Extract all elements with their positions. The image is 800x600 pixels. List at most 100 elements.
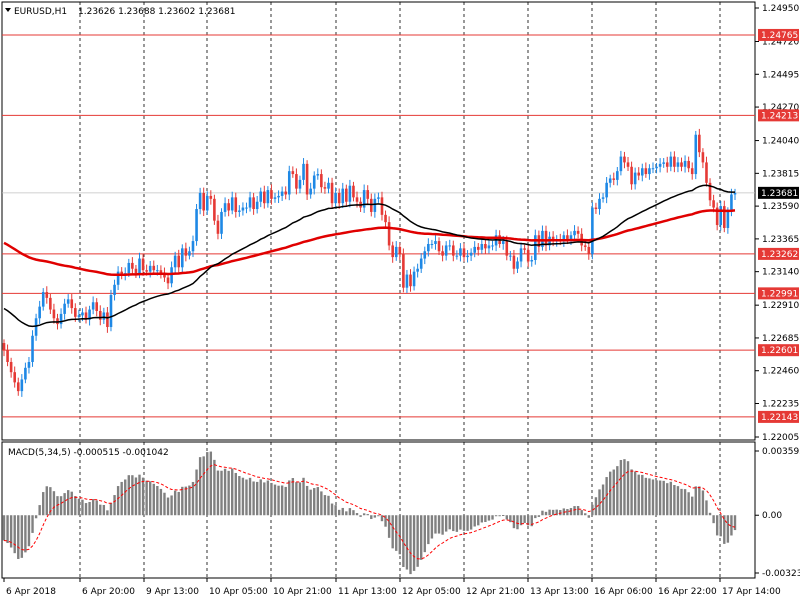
macd-bar: [195, 469, 198, 516]
macd-bar: [9, 515, 13, 548]
macd-bar: [2, 515, 6, 541]
y-tick-label: 1.22005: [762, 433, 799, 443]
macd-y-tick-label: -0.003233: [762, 569, 800, 579]
candle-body: [148, 265, 152, 272]
macd-bar: [551, 509, 555, 516]
macd-bar: [441, 515, 444, 535]
candle-body: [501, 241, 505, 244]
current-price-tag-label: 1.23681: [761, 189, 798, 199]
macd-bar: [309, 489, 312, 516]
candle-body: [223, 203, 227, 212]
macd-bar: [24, 515, 27, 553]
macd-bar: [466, 515, 469, 531]
candle-body: [227, 203, 230, 211]
macd-bar: [334, 505, 337, 516]
candle-body: [91, 302, 95, 310]
candle-body: [20, 379, 24, 392]
macd-y-tick-label: 0.00: [762, 511, 782, 521]
macd-bar: [469, 515, 473, 530]
candle-body: [280, 191, 284, 196]
candle-body: [141, 258, 145, 271]
macd-bar: [480, 515, 484, 523]
level-tag: [758, 287, 799, 300]
macd-bar: [348, 508, 352, 516]
macd-bar: [81, 499, 84, 516]
macd-bar: [295, 482, 298, 516]
macd-bar: [608, 471, 612, 516]
macd-bar: [141, 477, 145, 516]
ma-fast-line: [3, 184, 735, 328]
macd-bar: [291, 478, 295, 516]
macd-bar: [134, 477, 138, 516]
macd-bar: [31, 515, 34, 533]
candle-body: [380, 197, 384, 215]
macd-bar: [345, 511, 348, 516]
candle-body: [412, 271, 416, 287]
candle-body: [266, 190, 270, 204]
candle-body: [526, 249, 530, 262]
candle-body: [334, 193, 337, 204]
y-tick-label: 1.22235: [762, 399, 799, 409]
macd-bar: [223, 468, 227, 516]
candle-body: [24, 367, 27, 380]
candle-body: [665, 162, 669, 167]
macd-bar: [398, 515, 402, 555]
macd-bar: [255, 481, 259, 516]
candle-body: [437, 241, 441, 252]
macd-bar: [113, 495, 116, 516]
macd-bar: [99, 504, 102, 516]
macd-bar: [658, 480, 662, 516]
candle-body: [277, 195, 280, 198]
candle-body: [316, 174, 320, 176]
candle-body: [369, 198, 373, 212]
macd-bar: [163, 492, 166, 516]
y-tick-label: 1.24950: [762, 4, 799, 14]
candle-body: [238, 210, 241, 212]
candle-body: [84, 312, 88, 320]
candle-body: [630, 166, 633, 185]
level-tag-label: 1.22991: [761, 289, 798, 299]
macd-bar: [448, 515, 451, 530]
macd-bar: [491, 515, 494, 520]
macd-bar: [662, 480, 665, 516]
candle-body: [626, 162, 630, 167]
macd-bar: [188, 485, 191, 516]
macd-bar: [601, 484, 605, 516]
candle-body: [74, 308, 77, 317]
macd-bar: [102, 504, 106, 516]
macd-bar: [387, 515, 391, 538]
candle-body: [341, 188, 345, 204]
macd-bar: [580, 510, 583, 516]
macd-bar: [598, 489, 601, 516]
candle-body: [405, 274, 409, 288]
macd-bar: [138, 474, 141, 516]
candles-layer: [2, 128, 737, 397]
candle-body: [377, 197, 380, 199]
candle-body: [594, 207, 598, 210]
macd-bar: [277, 485, 280, 516]
macd-bar: [494, 515, 498, 517]
candle-body: [77, 315, 81, 317]
candle-body: [655, 166, 658, 169]
macd-bar: [241, 477, 245, 516]
candle-body: [230, 197, 234, 211]
candle-body: [444, 245, 448, 256]
x-tick-label: 16 Apr 22:00: [658, 587, 717, 597]
macd-bar: [455, 515, 459, 532]
macd-bar: [626, 461, 630, 516]
macd-bar: [534, 515, 537, 519]
macd-bar: [362, 513, 366, 516]
candle-body: [587, 246, 591, 255]
macd-bar: [202, 456, 205, 516]
macd-bar: [106, 510, 109, 516]
candle-body: [673, 156, 676, 167]
candle-body: [705, 162, 708, 183]
candle-body: [127, 262, 131, 274]
candle-body: [38, 306, 41, 319]
macd-bar: [17, 515, 20, 559]
candle-body: [398, 246, 402, 255]
chart-menu-arrow-icon[interactable]: [5, 8, 11, 12]
candle-body: [441, 251, 444, 256]
candle-body: [637, 172, 641, 176]
